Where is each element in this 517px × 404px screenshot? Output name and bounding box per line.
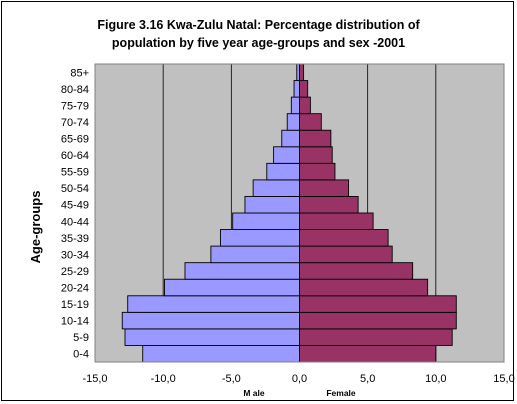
bar-female-15-19 xyxy=(299,295,457,313)
bar-male-50-54 xyxy=(252,179,300,197)
x-axis-tick-labels: -15,0 -10,0 -5,0 0,0 5,0 10,0 15,0 xyxy=(82,373,514,385)
y-tick-label: 80-84 xyxy=(61,84,89,96)
x-axis-male-label: M ale xyxy=(243,388,265,398)
y-tick-label: 15-19 xyxy=(61,299,89,311)
bar-male-5-9 xyxy=(124,328,300,346)
bar-female-75-79 xyxy=(299,96,311,115)
bar-male-30-34 xyxy=(210,245,300,264)
plot-border xyxy=(94,63,505,363)
bar-female-10-14 xyxy=(299,311,457,330)
bar-female-35-39 xyxy=(299,229,389,247)
bar-male-80-84 xyxy=(293,80,300,98)
bar-male-10-14 xyxy=(121,311,300,330)
bar-female-25-29 xyxy=(299,262,414,280)
bar-male-75-79 xyxy=(290,96,300,115)
bar-female-0-4 xyxy=(299,344,437,363)
x-tick-label: 15,0 xyxy=(493,373,514,385)
y-tick-label: 30-34 xyxy=(61,249,89,261)
y-tick-label: 50-54 xyxy=(61,183,89,195)
x-tick-label: 10,0 xyxy=(425,373,446,385)
chart-title: Figure 3.16 Kwa-Zulu Natal: Percentage d… xyxy=(0,16,517,52)
bar-male-35-39 xyxy=(219,229,300,247)
y-tick-label: 5-9 xyxy=(73,332,89,344)
bar-female-5-9 xyxy=(299,328,453,346)
bar-female-85+ xyxy=(299,63,305,82)
bar-female-55-59 xyxy=(299,162,336,181)
y-tick-label: 35-39 xyxy=(61,233,89,245)
bar-female-30-34 xyxy=(299,245,393,264)
y-tick-label: 70-74 xyxy=(61,117,89,129)
y-tick-label: 25-29 xyxy=(61,266,89,278)
y-tick-label: 0-4 xyxy=(73,349,89,361)
y-tick-label: 20-24 xyxy=(61,283,89,295)
y-tick-label: 45-49 xyxy=(61,200,89,212)
bar-male-45-49 xyxy=(244,195,300,214)
y-axis-tick-labels: 0-4 5-9 10-14 15-19 20-24 25-29 30-34 35-39 40-4… xyxy=(61,67,89,360)
bar-male-60-64 xyxy=(273,146,300,164)
chart-title-line-2: population by five year age-groups and s… xyxy=(111,36,406,50)
bar-male-40-44 xyxy=(232,212,300,231)
x-tick-label: 0,0 xyxy=(292,373,307,385)
bar-female-65-69 xyxy=(299,129,332,148)
bars xyxy=(94,63,505,363)
bar-female-20-24 xyxy=(299,278,429,297)
bar-male-15-19 xyxy=(127,295,300,313)
y-tick-label: 40-44 xyxy=(61,216,89,228)
y-tick-label: 85+ xyxy=(70,67,89,79)
x-axis-female-label: Female xyxy=(326,388,356,398)
y-tick-label: 65-69 xyxy=(61,134,89,146)
bar-male-25-29 xyxy=(184,262,300,280)
y-tick-label: 75-79 xyxy=(61,100,89,112)
x-tick-label: 5,0 xyxy=(360,373,375,385)
x-tick-label: -10,0 xyxy=(151,373,176,385)
x-tick-label: -5,0 xyxy=(222,373,241,385)
bar-female-70-74 xyxy=(299,113,322,131)
bar-female-80-84 xyxy=(299,80,309,98)
bar-female-60-64 xyxy=(299,146,333,164)
y-tick-label: 55-59 xyxy=(61,167,89,179)
bar-male-0-4 xyxy=(142,344,300,363)
y-tick-label: 10-14 xyxy=(61,316,89,328)
bar-female-50-54 xyxy=(299,179,350,197)
x-tick-label: -15,0 xyxy=(82,373,107,385)
y-axis-title: Age-groups xyxy=(28,191,43,264)
y-tick-label: 60-64 xyxy=(61,150,89,162)
chart-title-line-1: Figure 3.16 Kwa-Zulu Natal: Percentage d… xyxy=(97,18,420,32)
bar-male-65-69 xyxy=(281,129,300,148)
bar-male-20-24 xyxy=(164,278,300,297)
bar-female-40-44 xyxy=(299,212,374,231)
bar-male-70-74 xyxy=(286,113,300,131)
bar-male-55-59 xyxy=(266,162,300,181)
bar-female-45-49 xyxy=(299,195,359,214)
